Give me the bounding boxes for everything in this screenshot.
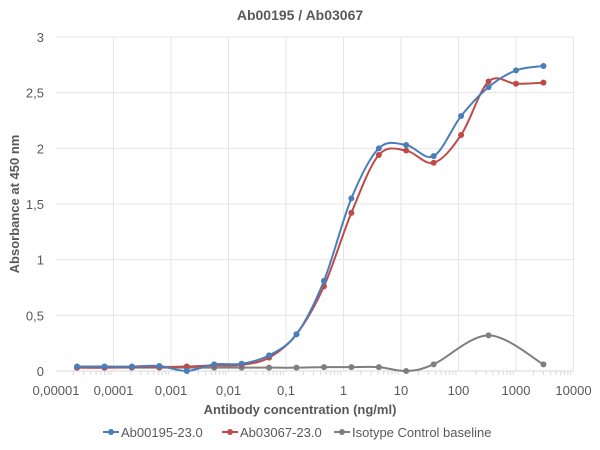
legend-label: Ab03067-23.0 xyxy=(240,425,322,440)
data-point xyxy=(101,363,108,370)
data-point xyxy=(211,361,218,368)
axes: 0 0,5 1 1,5 2 2,5 3 0,00001 0,0001 0,001 0,01 0,1 1 1… xyxy=(26,30,592,398)
y-tick-label: 0 xyxy=(37,364,44,379)
data-point xyxy=(128,363,135,370)
data-point xyxy=(485,332,492,339)
data-point xyxy=(320,277,327,284)
data-point xyxy=(513,80,519,87)
legend-marker xyxy=(108,429,114,435)
gridlines xyxy=(56,36,574,371)
y-tick-label: 0,5 xyxy=(26,308,44,323)
legend: Ab00195-23.0 Ab03067-23.0 Isotype Control … xyxy=(103,425,491,440)
data-point xyxy=(458,113,465,120)
data-point xyxy=(74,363,81,370)
data-point xyxy=(293,364,300,371)
data-point xyxy=(403,147,410,154)
y-axis-label: Absorbance at 450 nm xyxy=(7,135,22,274)
data-point xyxy=(513,67,519,74)
x-tick-label: 0,001 xyxy=(155,383,188,398)
x-tick-label: 1 xyxy=(340,383,347,398)
legend-label: Ab00195-23.0 xyxy=(121,425,203,440)
data-point xyxy=(238,360,245,367)
legend-marker xyxy=(227,429,233,435)
data-point xyxy=(430,361,437,368)
chart-title: Ab00195 / Ab03067 xyxy=(237,7,364,23)
x-axis-label: Antibody concentration (ng/ml) xyxy=(204,402,397,417)
series-line-1 xyxy=(77,77,544,369)
y-tick-label: 2 xyxy=(37,141,44,156)
data-point xyxy=(375,364,382,371)
data-point xyxy=(293,331,300,338)
data-point xyxy=(430,153,437,160)
data-point xyxy=(156,362,163,369)
data-point xyxy=(320,364,327,371)
data-point xyxy=(266,352,273,359)
data-point xyxy=(183,363,190,370)
y-tick-label: 2,5 xyxy=(26,86,44,101)
data-point xyxy=(485,84,492,91)
data-point xyxy=(540,62,547,69)
data-point xyxy=(540,361,547,368)
data-point xyxy=(266,364,273,371)
data-point xyxy=(375,145,382,152)
data-point xyxy=(485,78,492,85)
y-tick-label: 3 xyxy=(37,30,44,45)
x-tick-label: 0,0001 xyxy=(94,383,134,398)
data-point xyxy=(375,152,382,159)
legend-marker xyxy=(339,429,345,435)
data-point xyxy=(348,195,355,202)
x-tick-label: 100 xyxy=(448,383,470,398)
data-point xyxy=(183,368,190,374)
x-tick-label: 0,1 xyxy=(277,383,295,398)
data-point xyxy=(348,209,355,216)
x-tick-label: 0,00001 xyxy=(33,383,80,398)
data-point xyxy=(540,79,547,86)
legend-label: Isotype Control baseline xyxy=(352,425,491,440)
x-tick-label: 10 xyxy=(394,383,408,398)
y-tick-label: 1,5 xyxy=(26,197,44,212)
x-tick-label: 10000 xyxy=(555,383,591,398)
x-tick-label: 0,01 xyxy=(216,383,241,398)
data-point xyxy=(458,131,465,138)
data-point xyxy=(430,159,437,166)
data-point xyxy=(403,141,410,148)
y-tick-label: 1 xyxy=(37,253,44,268)
series-group xyxy=(74,62,547,374)
data-point xyxy=(348,364,355,371)
x-tick-label: 1000 xyxy=(502,383,531,398)
data-point xyxy=(403,368,410,374)
